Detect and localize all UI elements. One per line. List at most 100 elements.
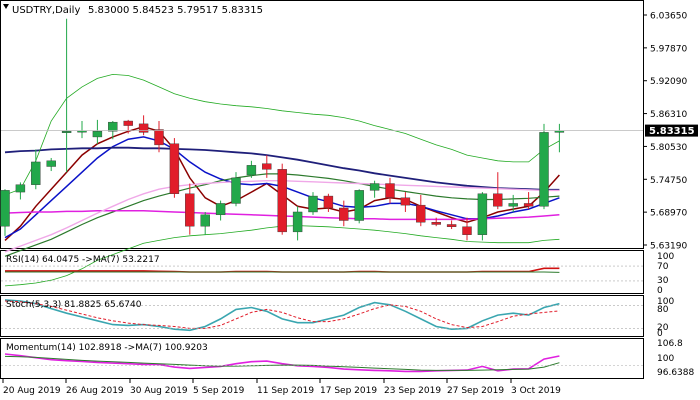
candle-body: [446, 224, 457, 227]
momentum-level-label: 96.6388: [657, 368, 694, 378]
date-label: 17 Sep 2019: [320, 386, 377, 396]
rsi-level-label: 0: [657, 286, 663, 296]
candle: [46, 157, 56, 172]
candle: [92, 119, 103, 144]
date-label: 30 Aug 2019: [130, 386, 188, 396]
momentum-axis: 106.8 100 96.6388: [657, 339, 694, 378]
candle: [416, 194, 426, 227]
candle-body: [462, 226, 472, 235]
stoch-panel-frame: [0, 295, 644, 337]
candle: [246, 160, 257, 178]
candle-body: [231, 177, 241, 204]
price-label: 5.80530: [650, 143, 687, 153]
candle-body: [92, 131, 103, 138]
candle: [0, 189, 10, 236]
date-label: 23 Sep 2019: [384, 386, 441, 396]
candlesticks: [0, 18, 565, 241]
candle: [215, 200, 226, 221]
candle: [508, 194, 518, 212]
candle-body: [277, 169, 287, 233]
candle: [431, 217, 441, 227]
candle: [339, 200, 349, 227]
candle-body: [46, 160, 56, 167]
candle-body: [262, 163, 272, 170]
candle: [400, 192, 411, 212]
candle-body: [508, 203, 518, 207]
stoch-lines: [1, 299, 643, 332]
candle: [15, 182, 26, 200]
date-label: 11 Sep 2019: [257, 386, 314, 396]
price-label: 5.63190: [650, 242, 687, 252]
candle-body: [523, 203, 534, 207]
rsi-level-label: 30: [657, 276, 669, 286]
stoch-main-line: [4, 299, 560, 332]
rsi-axis: 100 70 30 0: [657, 252, 674, 296]
date-label: 3 Oct 2019: [511, 386, 561, 396]
candle-body: [400, 197, 411, 206]
price-label: 5.97870: [650, 44, 687, 54]
moving-average-line: [4, 73, 560, 196]
chevron-down-icon[interactable]: [3, 4, 9, 9]
candle-body: [323, 195, 334, 209]
rsi-label: RSI(14) 64.0475 ->MA(7) 53.2217: [6, 255, 160, 265]
symbol-title: USDTRY,Daily: [12, 5, 80, 16]
candle: [369, 180, 380, 198]
candle-body: [15, 184, 26, 193]
candle-body: [354, 190, 364, 221]
candle: [200, 211, 210, 235]
candle-body: [169, 143, 180, 194]
price-axis: 6.03650 5.97870 5.92090 5.86310 5.80530 5.747…: [643, 12, 687, 252]
candle: [323, 193, 334, 212]
candle: [477, 192, 488, 241]
stoch-label: Stoch(5,3,3) 81.8825 65.6740: [6, 300, 142, 310]
stoch-level-label: 100: [657, 297, 674, 307]
candle: [108, 121, 118, 140]
date-label: 5 Sep 2019: [193, 386, 245, 396]
candle-body: [431, 222, 441, 225]
price-label: 5.68970: [650, 209, 687, 219]
candle-body: [369, 183, 380, 191]
candle: [385, 177, 395, 204]
candle-body: [123, 120, 133, 126]
candle: [169, 138, 180, 198]
date-label: 27 Sep 2019: [447, 386, 504, 396]
candle: [185, 183, 195, 235]
candle: [123, 119, 133, 134]
momentum-panel-frame: [0, 338, 644, 379]
candle-body: [31, 161, 41, 185]
candle-body: [215, 203, 226, 216]
candle-body: [292, 211, 303, 233]
candle: [539, 123, 549, 210]
candle: [262, 155, 272, 178]
candle-body: [308, 195, 318, 213]
momentum-level-label: 100: [657, 354, 674, 364]
momentum-label: Momentum(14) 102.8918 ->MA(7) 100.9203: [6, 343, 208, 353]
candle: [138, 115, 149, 136]
candle-body: [108, 121, 118, 132]
candle: [462, 217, 472, 241]
stoch-level-label: 20: [657, 323, 669, 333]
price-label: 6.03650: [650, 12, 687, 22]
candle: [154, 121, 164, 153]
candle: [354, 189, 364, 224]
stoch-signal-line: [4, 300, 560, 329]
candle: [493, 172, 503, 210]
candle-body: [138, 123, 149, 133]
candle-body: [0, 190, 10, 227]
ohlc-values: 5.83000 5.84523 5.79517 5.83315: [88, 5, 263, 16]
stoch-level-label: 80: [657, 305, 669, 315]
price-label: 5.74750: [650, 176, 687, 186]
candle: [292, 206, 303, 241]
candle-body: [154, 129, 164, 146]
date-label: 20 Aug 2019: [3, 386, 61, 396]
date-axis: 20 Aug 2019 26 Aug 2019 30 Aug 2019 5 Sep 2…: [2, 378, 561, 396]
rsi-level-label: 100: [657, 252, 674, 262]
candle-body: [477, 193, 488, 235]
current-price-text: 5.83315: [649, 126, 695, 137]
candle-body: [539, 132, 549, 207]
candle-body: [200, 214, 210, 227]
candle-body: [416, 204, 426, 223]
candle-body: [339, 207, 349, 221]
